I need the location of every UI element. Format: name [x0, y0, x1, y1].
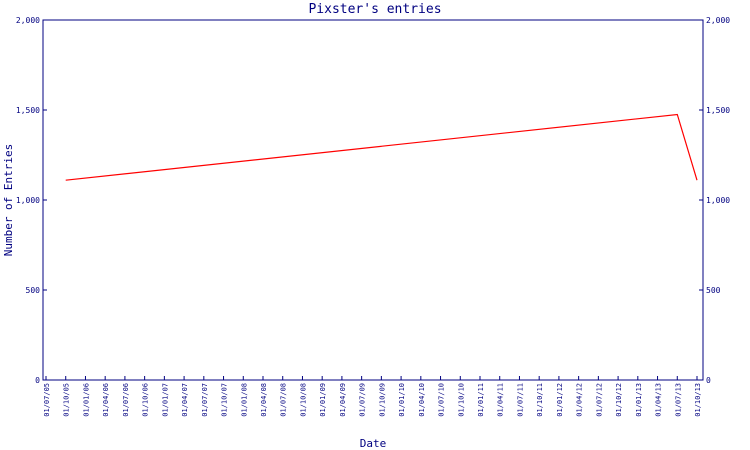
x-tick-label: 01/04/09 [339, 383, 347, 417]
x-tick-label: 01/04/07 [181, 383, 189, 417]
x-tick-label: 01/07/09 [359, 383, 367, 417]
x-tick-label: 01/01/10 [398, 383, 406, 417]
y-tick-label-left: 2,000 [16, 16, 40, 25]
x-tick-label: 01/10/07 [221, 383, 229, 417]
x-tick-label: 01/04/06 [102, 383, 110, 417]
x-tick-label: 01/10/12 [615, 383, 623, 417]
y-tick-label-right: 2,000 [706, 16, 730, 25]
x-tick-label: 01/01/07 [161, 383, 169, 417]
chart-title: Pixster's entries [308, 2, 441, 17]
y-tick-label-left: 0 [35, 376, 40, 385]
x-tick-label: 01/01/08 [240, 383, 248, 417]
x-tick-label: 01/07/08 [280, 383, 288, 417]
y-tick-label-left: 1,500 [16, 106, 40, 115]
series-line [65, 113, 698, 181]
y-axis-right: 0 500 1,000 1,500 2,000 [699, 16, 730, 385]
x-tick-label: 01/04/08 [260, 383, 268, 417]
y-tick-label-right: 1,500 [706, 106, 730, 115]
x-tick-label: 01/01/06 [82, 383, 90, 417]
x-tick-label: 01/10/08 [299, 383, 307, 417]
y-tick-label-right: 0 [706, 376, 711, 385]
y-axis-left: 0 500 1,000 1,500 2,000 [16, 16, 47, 385]
x-tick-label: 01/04/12 [576, 383, 584, 417]
x-tick-label: 01/10/10 [457, 383, 465, 417]
x-tick-label: 01/07/05 [43, 383, 51, 417]
x-tick-label: 01/10/13 [694, 383, 702, 417]
x-tick-label: 01/01/13 [635, 383, 643, 417]
series-layer [65, 113, 698, 181]
x-axis-label: Date [360, 437, 387, 450]
y-tick-label-right: 500 [706, 286, 721, 295]
x-tick-label: 01/04/11 [497, 383, 505, 417]
x-tick-label: 01/10/11 [536, 383, 544, 417]
x-tick-label: 01/07/10 [438, 383, 446, 417]
y-tick-label-left: 500 [26, 286, 41, 295]
x-tick-label: 01/10/06 [142, 383, 150, 417]
y-axis-label: Number of Entries [2, 144, 15, 257]
y-tick-label-left: 1,000 [16, 196, 40, 205]
x-axis: 01/07/05 01/10/05 01/01/06 01/04/06 01/07/06… [43, 376, 702, 417]
x-tick-label: 01/01/09 [319, 383, 327, 417]
x-tick-label: 01/07/07 [201, 383, 209, 417]
x-tick-label: 01/01/12 [556, 383, 564, 417]
x-tick-label: 01/07/13 [674, 383, 682, 417]
y-tick-label-right: 1,000 [706, 196, 730, 205]
x-tick-label: 01/04/13 [655, 383, 663, 417]
x-tick-label: 01/07/12 [595, 383, 603, 417]
x-tick-label: 01/10/05 [63, 383, 71, 417]
x-tick-label: 01/07/11 [516, 383, 524, 417]
x-tick-label: 01/04/10 [418, 383, 426, 417]
plot-area [42, 19, 704, 381]
x-tick-label: 01/07/06 [122, 383, 130, 417]
x-tick-label: 01/10/09 [378, 383, 386, 417]
x-tick-label: 01/01/11 [477, 383, 485, 417]
